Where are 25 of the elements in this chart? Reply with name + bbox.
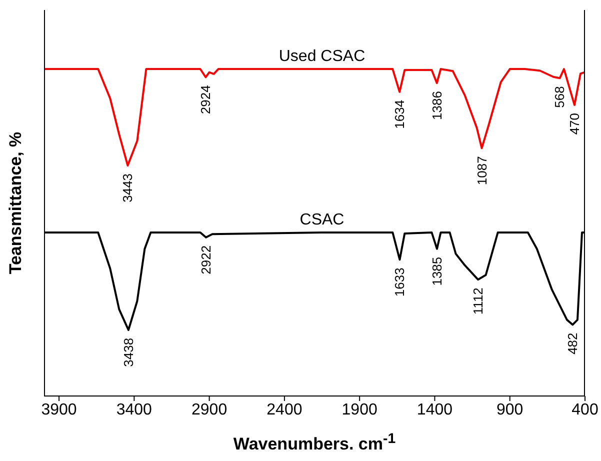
- annotation: 1634: [392, 100, 408, 129]
- annotation: 482: [565, 332, 580, 354]
- x-axis-title: Wavenumbers. cm$^{-1}$: [232, 431, 397, 455]
- annotation: 1112: [470, 288, 486, 315]
- annotation: 1087: [474, 156, 490, 186]
- annotation: 2922: [198, 245, 214, 274]
- annotation: 3438: [120, 338, 136, 367]
- annotation: 1386: [429, 91, 444, 120]
- annotation: 568: [552, 86, 568, 108]
- x-tick-label: 1900: [342, 401, 378, 418]
- annotation: 1633: [392, 268, 408, 297]
- annotation: 2924: [198, 85, 214, 114]
- series-label: Used CSAC: [278, 48, 366, 65]
- x-tick-label: 3900: [41, 401, 77, 418]
- series-label: CSAC: [300, 212, 344, 228]
- x-tick-label: 1400: [416, 401, 453, 418]
- y-axis-title: Teansmittance, %: [6, 132, 26, 274]
- annotation: 1385: [429, 256, 444, 286]
- x-tick-label: 2400: [266, 401, 302, 418]
- annotation: 470: [566, 112, 582, 135]
- x-tick-label: 900: [496, 401, 524, 418]
- x-tick-label: 3400: [116, 401, 152, 418]
- annotation: 3443: [120, 173, 136, 202]
- x-tick-label: 2900: [192, 401, 228, 418]
- x-tick-label: 400: [572, 401, 598, 418]
